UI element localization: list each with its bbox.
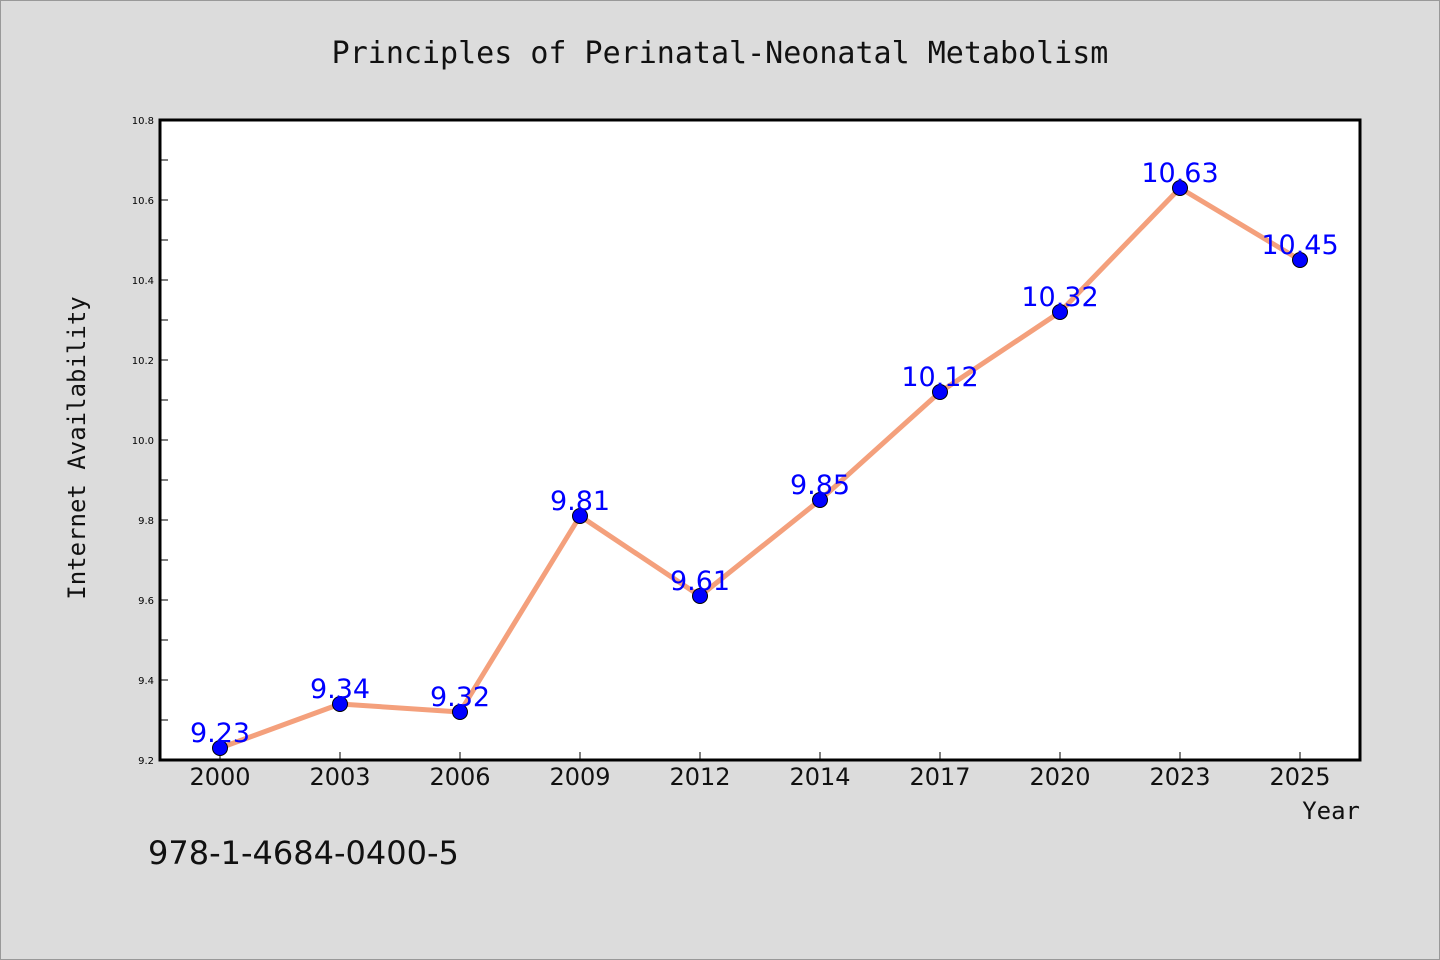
data-label: 10.12 bbox=[901, 362, 978, 393]
data-labels: 9.23 9.34 9.32 9.81 9.61 9.85 10.12 10.32 10.63 1… bbox=[190, 158, 1339, 749]
y-tick-label: 9.8 bbox=[138, 516, 154, 527]
data-label: 10.63 bbox=[1141, 158, 1218, 189]
y-tick-label: 9.6 bbox=[138, 596, 154, 607]
y-tick-label: 10.8 bbox=[132, 116, 154, 127]
data-point bbox=[212, 740, 228, 756]
data-point bbox=[692, 588, 708, 604]
x-axis-label: Year bbox=[1302, 797, 1360, 825]
data-label: 10.32 bbox=[1021, 282, 1098, 313]
data-point bbox=[452, 704, 468, 720]
data-label: 9.85 bbox=[790, 470, 850, 501]
data-label: 10.45 bbox=[1261, 230, 1338, 261]
x-tick-label: 2023 bbox=[1149, 763, 1210, 791]
x-tick-label: 2014 bbox=[789, 763, 850, 791]
x-tick-label: 2009 bbox=[549, 763, 610, 791]
y-axis-label: Internet Availability bbox=[63, 296, 91, 599]
data-point bbox=[572, 508, 588, 524]
y-tick-label: 10.0 bbox=[132, 436, 154, 447]
data-label: 9.23 bbox=[190, 718, 250, 749]
series-line bbox=[219, 185, 1302, 751]
x-tick-label: 2025 bbox=[1269, 763, 1330, 791]
x-tick-label: 2003 bbox=[309, 763, 370, 791]
data-point bbox=[1172, 180, 1188, 196]
x-axis: 2000 2003 2006 2009 2012 2014 2017 2020 2023 2025 bbox=[189, 752, 1331, 791]
data-point bbox=[812, 492, 828, 508]
data-markers bbox=[212, 180, 1308, 756]
isbn-footnote: 978-1-4684-0400-5 bbox=[148, 834, 459, 872]
data-point bbox=[332, 696, 348, 712]
data-label: 9.34 bbox=[310, 674, 370, 705]
data-label: 9.32 bbox=[430, 682, 490, 713]
y-tick-label: 10.6 bbox=[132, 196, 154, 207]
x-tick-label: 2017 bbox=[909, 763, 970, 791]
data-point bbox=[1052, 304, 1068, 320]
x-tick-label: 2000 bbox=[189, 763, 250, 791]
plot-frame bbox=[158, 118, 1362, 762]
data-label: 9.61 bbox=[670, 566, 730, 597]
data-point bbox=[1292, 252, 1308, 268]
y-tick-label: 10.4 bbox=[132, 276, 154, 287]
y-tick-label: 9.4 bbox=[138, 676, 154, 687]
x-tick-label: 2012 bbox=[669, 763, 730, 791]
chart-title: Principles of Perinatal-Neonatal Metabol… bbox=[332, 36, 1109, 71]
data-point bbox=[932, 384, 948, 400]
plot-area bbox=[160, 120, 1360, 760]
data-label: 9.81 bbox=[550, 486, 610, 517]
x-tick-label: 2020 bbox=[1029, 763, 1090, 791]
x-tick-label: 2006 bbox=[429, 763, 490, 791]
y-tick-label: 10.2 bbox=[132, 356, 154, 367]
y-tick-label: 9.2 bbox=[138, 756, 154, 767]
